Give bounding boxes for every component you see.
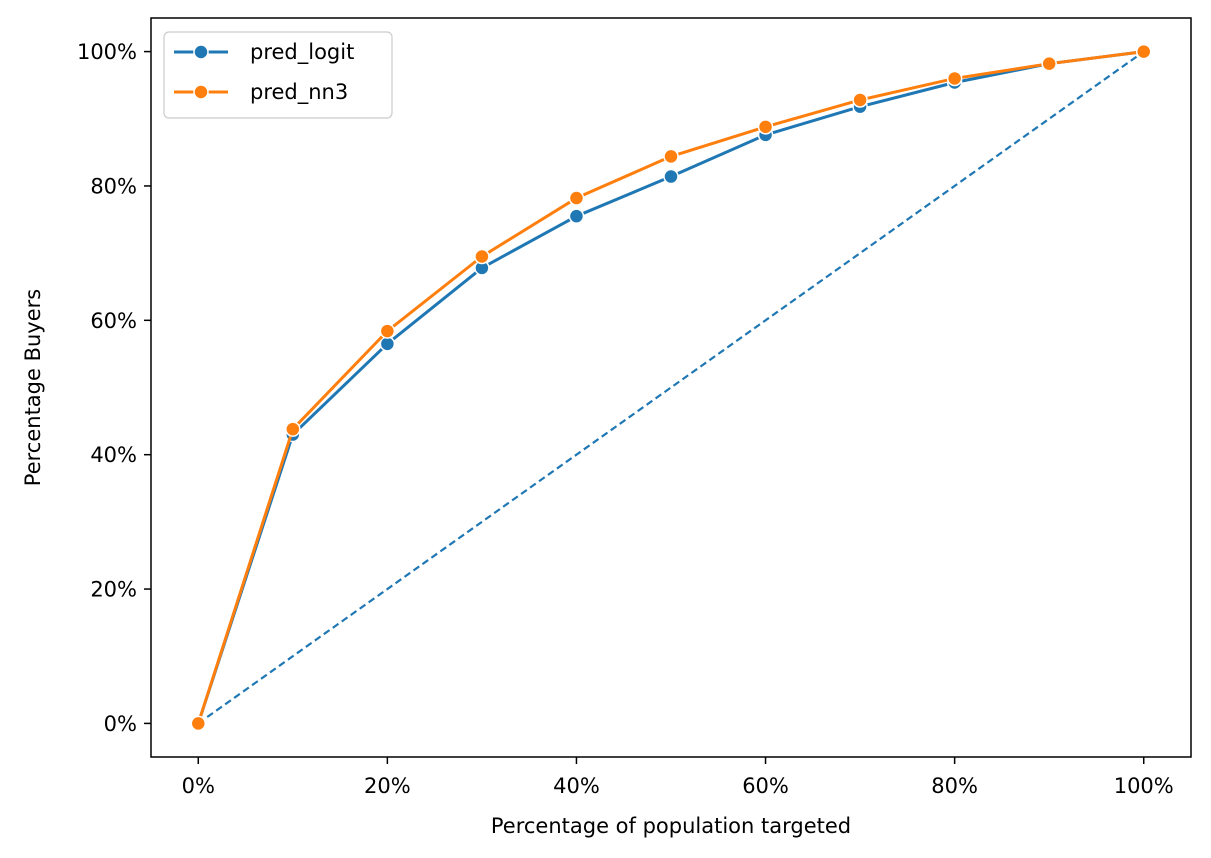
data-point-pred_nn3: [1041, 55, 1057, 72]
legend: pred_logit pred_nn3: [163, 31, 393, 119]
axes-frame: [150, 17, 1192, 758]
data-point-pred_nn3: [285, 421, 301, 437]
legend-marker-pred_nn3: [193, 84, 209, 100]
legend-label-pred_nn3: pred_nn3: [250, 80, 348, 105]
x-tick-label: 20%: [364, 774, 411, 798]
x-tick-label: 40%: [553, 774, 600, 798]
y-tick-label: 100%: [77, 40, 137, 64]
x-tick-label: 100%: [1114, 774, 1174, 798]
y-tick-label: 20%: [90, 578, 137, 602]
y-tick-label: 60%: [90, 309, 137, 333]
reference-line: [197, 50, 1145, 725]
y-tick-label: 80%: [90, 174, 137, 198]
y-tick-label: 0%: [104, 712, 137, 736]
legend-label-pred_logit: pred_logit: [250, 40, 354, 65]
y-axis-label: Percentage Buyers: [21, 289, 45, 486]
data-point-pred_logit: [379, 336, 396, 352]
x-tick-label: 80%: [931, 774, 978, 798]
plot-area: [150, 17, 1192, 758]
data-point-pred_nn3: [190, 715, 207, 732]
data-point-pred_nn3: [1135, 43, 1152, 60]
legend-marker-pred_logit: [193, 44, 209, 60]
data-point-pred_nn3: [379, 323, 396, 339]
x-axis-ticks: 0% 20% 40% 60% 80% 100%: [182, 757, 1174, 798]
x-tick-label: 60%: [742, 774, 789, 798]
data-point-pred_logit: [663, 168, 679, 185]
x-tick-label: 0%: [182, 774, 215, 798]
data-point-pred_logit: [568, 208, 585, 224]
data-point-pred_nn3: [663, 148, 679, 165]
y-tick-label: 40%: [90, 443, 137, 467]
y-axis-ticks: 0% 20% 40% 60% 80% 100%: [77, 40, 151, 736]
data-point-pred_nn3: [757, 119, 774, 135]
x-axis-label: Percentage of population targeted: [491, 814, 851, 838]
data-point-pred_nn3: [946, 70, 963, 87]
data-point-pred_nn3: [474, 248, 490, 265]
data-point-pred_nn3: [568, 190, 585, 206]
data-point-pred_nn3: [852, 92, 868, 108]
